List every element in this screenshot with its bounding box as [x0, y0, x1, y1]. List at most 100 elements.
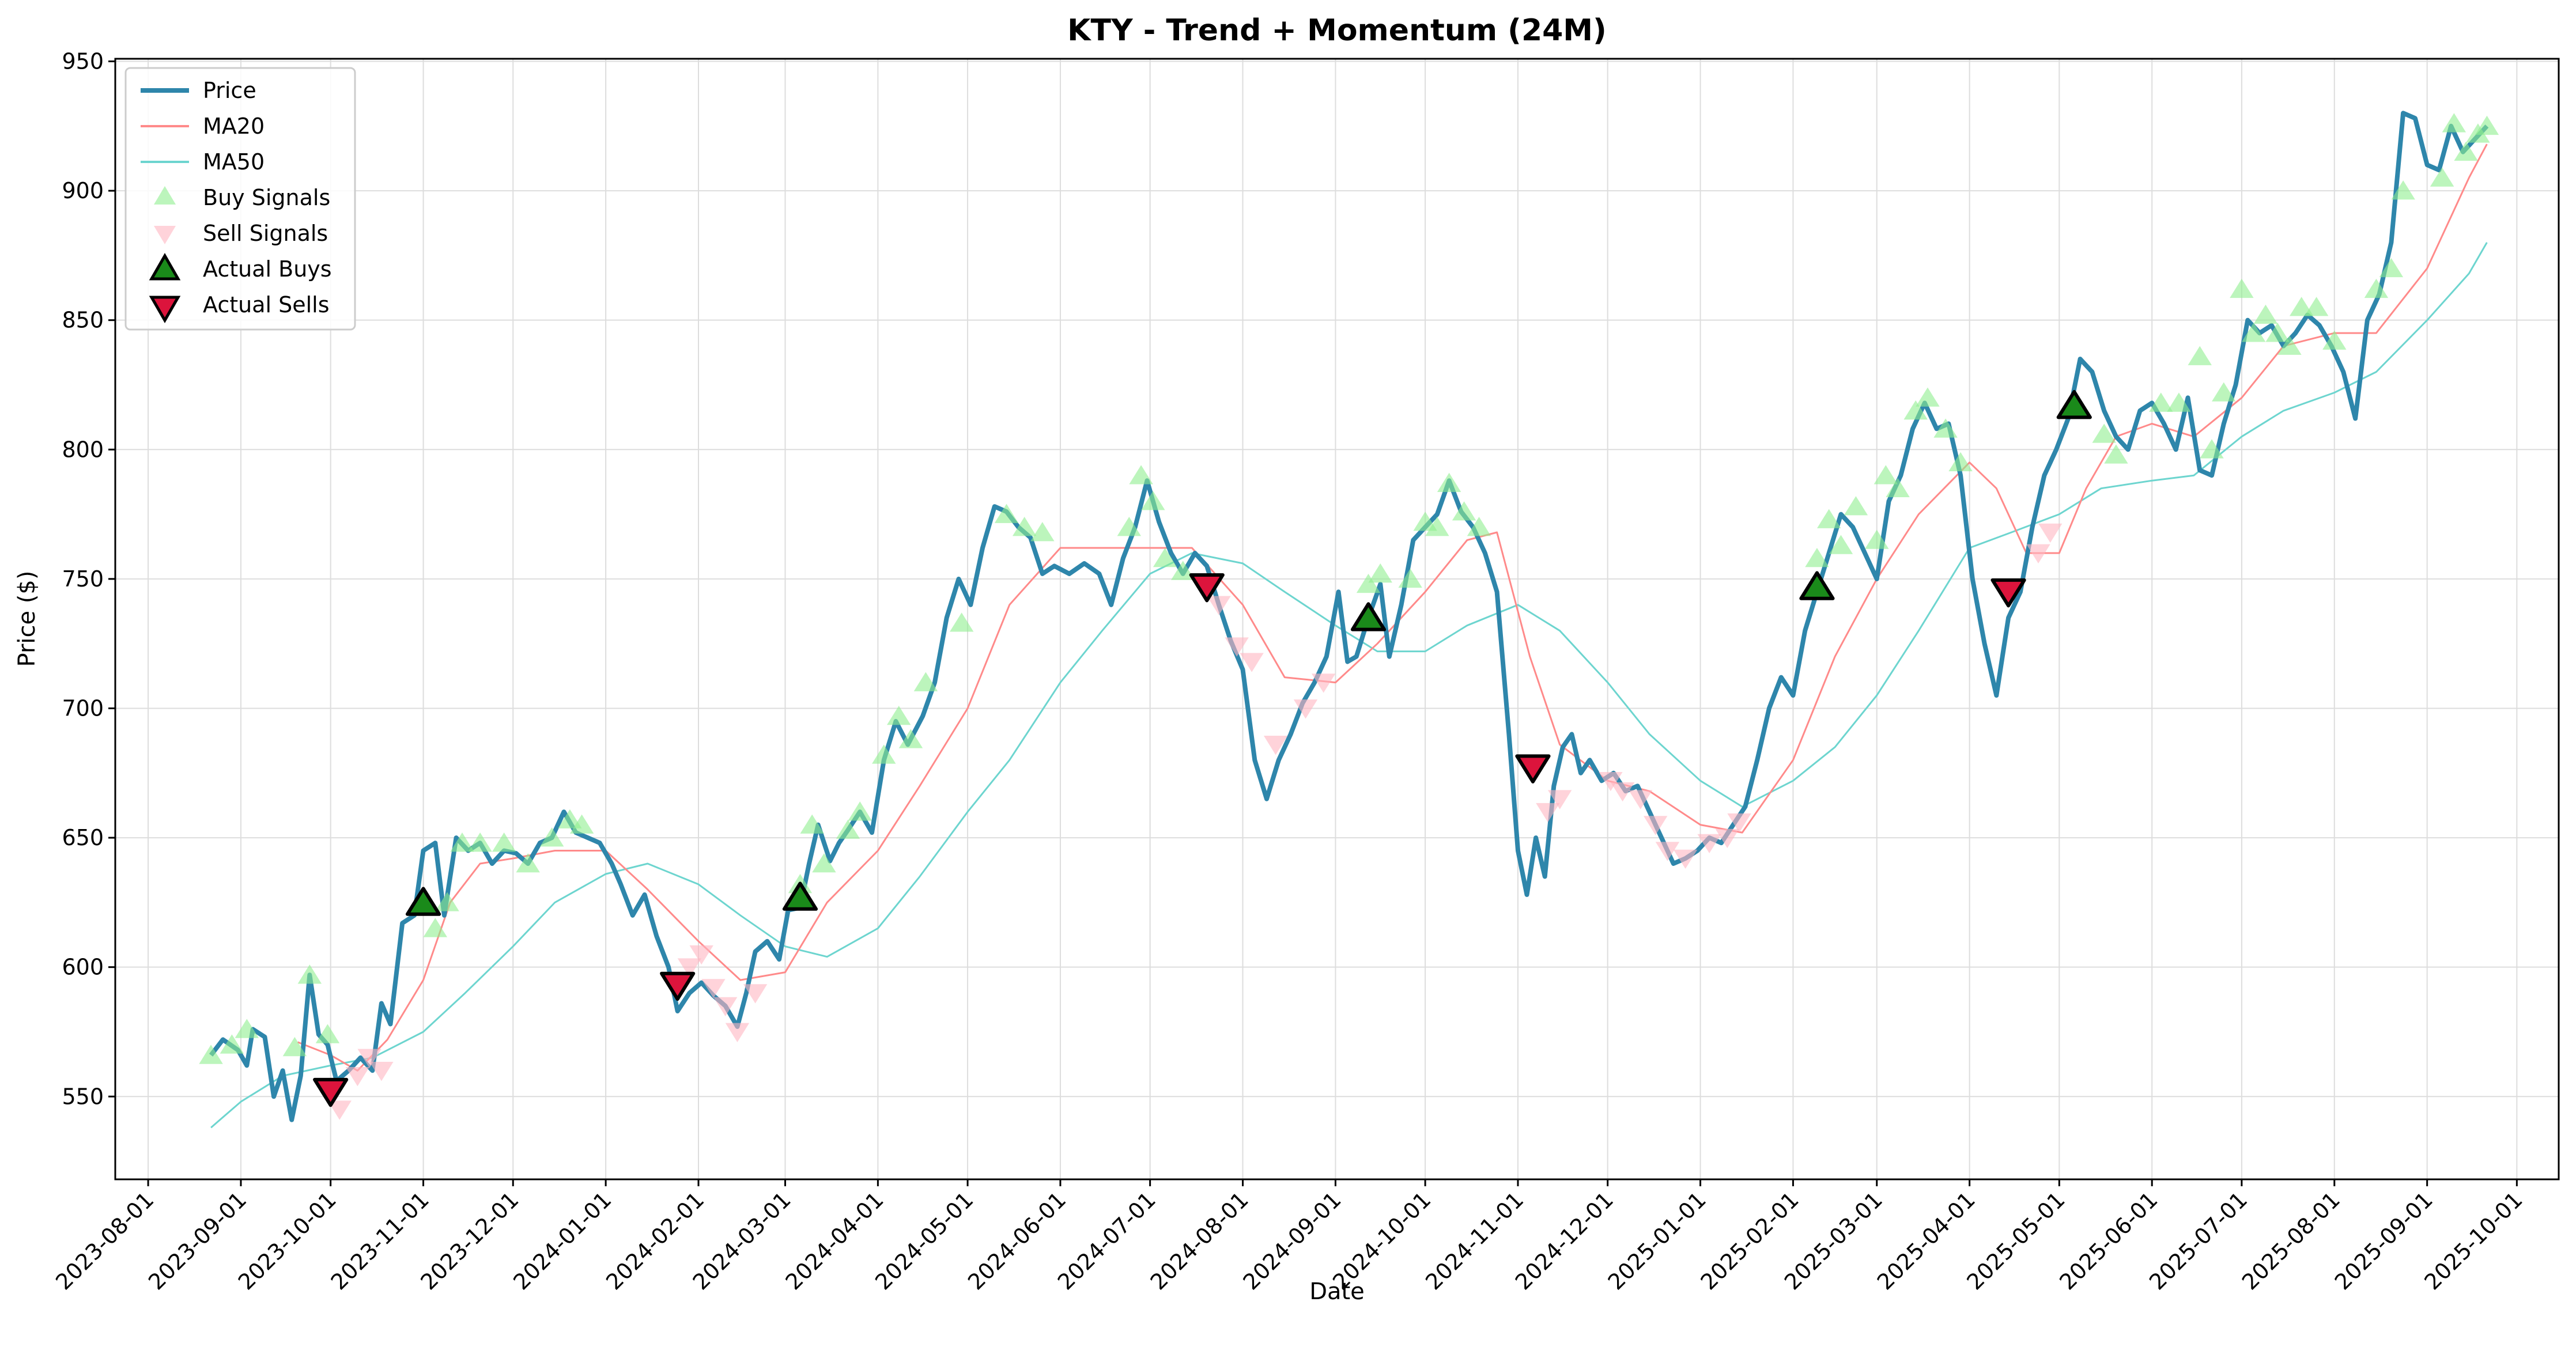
buy-signal-marker: [1117, 517, 1142, 536]
buy-signal-marker: [2200, 439, 2224, 459]
series-line-ma50: [210, 242, 2488, 1129]
legend-swatch-buy-signals: [154, 186, 176, 205]
legend-swatch-actual-buys: [149, 252, 181, 281]
sell-signal-marker: [1655, 842, 1680, 861]
buy-signal-marker: [2277, 335, 2302, 355]
y-tick-label: 850: [62, 308, 104, 333]
buy-signal-marker: [423, 918, 447, 937]
sell-signal-marker: [1599, 771, 1623, 792]
buy-signal-marker: [1425, 517, 1449, 536]
buy-signal-marker: [516, 853, 540, 873]
buy-signal-marker: [2167, 392, 2191, 412]
actual-buy-marker: [405, 887, 441, 916]
buy-signal-marker: [450, 833, 474, 852]
sell-signal-marker: [1673, 849, 1698, 869]
buy-signal-marker: [492, 833, 516, 852]
y-tick-label: 600: [62, 955, 104, 980]
buy-signal-marker: [2442, 113, 2467, 133]
buy-signal-marker: [872, 744, 896, 764]
buy-signal-marker: [2364, 278, 2389, 298]
buy-signal-marker: [2212, 382, 2236, 402]
y-tick-label: 950: [62, 48, 104, 74]
buy-signal-marker: [1368, 563, 1392, 583]
buy-signal-marker: [282, 1036, 307, 1057]
buy-signal-marker: [2454, 141, 2478, 161]
buy-signal-marker: [199, 1045, 223, 1064]
legend-label-actual-buys: Actual Buys: [203, 256, 332, 282]
legend-label-ma20: MA20: [203, 113, 265, 139]
actual-buy-marker: [1799, 571, 1835, 600]
buy-signal-marker: [1874, 465, 1898, 485]
buy-signal-marker: [1153, 547, 1177, 567]
legend-label-buy-signals: Buy Signals: [203, 185, 330, 210]
sell-signal-marker: [357, 1049, 382, 1068]
buy-signal-marker: [435, 892, 459, 911]
buy-signal-marker: [539, 827, 564, 847]
legend-swatch-actual-sells: [149, 296, 181, 324]
y-tick-label: 650: [62, 825, 104, 850]
buy-signal-marker: [2379, 258, 2404, 278]
legend-label-ma50: MA50: [203, 149, 265, 175]
actual-sell-marker: [660, 971, 696, 1001]
actual-buy-marker: [782, 881, 818, 911]
y-tick-label: 550: [62, 1084, 104, 1109]
actual-buy-marker: [2056, 389, 2092, 419]
buy-signal-marker: [1413, 512, 1437, 531]
buy-signal-marker: [2475, 115, 2499, 135]
buy-signal-marker: [1916, 387, 1940, 407]
buy-signal-marker: [1437, 472, 1461, 492]
sell-signal-marker: [1225, 637, 1249, 657]
series-line-price: [209, 111, 2489, 1122]
legend: Price MA20 MA50 Buy Signals Sell Signals…: [124, 67, 356, 331]
buy-signal-marker: [2149, 392, 2173, 412]
buy-signal-marker: [1012, 517, 1037, 536]
buy-signal-marker: [1398, 568, 1422, 588]
buy-signal-marker: [2104, 444, 2128, 464]
buy-signal-marker: [2322, 330, 2347, 350]
buy-signal-marker: [994, 504, 1019, 523]
sell-signal-marker: [2038, 523, 2063, 543]
sell-signal-marker: [1727, 813, 1751, 833]
buy-signal-marker: [1030, 522, 1055, 542]
buy-signal-marker: [2253, 304, 2278, 324]
sell-signal-marker: [1263, 736, 1288, 755]
y-tick-label: 700: [62, 695, 104, 721]
buy-signal-marker: [2092, 423, 2116, 443]
legend-swatch-sell-signals: [154, 226, 176, 244]
sell-signal-marker: [725, 1023, 750, 1042]
actual-sell-marker: [313, 1077, 349, 1107]
buy-signal-marker: [1805, 547, 1829, 567]
sell-signal-marker: [369, 1062, 394, 1081]
plot-frame: [114, 58, 2560, 1180]
sell-signal-marker: [2026, 544, 2050, 563]
sell-signal-marker: [1629, 790, 1653, 809]
buy-signal-marker: [887, 705, 911, 725]
buy-signal-marker: [558, 809, 582, 828]
buy-signal-marker: [468, 833, 492, 852]
buy-signal-marker: [1865, 529, 1889, 549]
legend-label-actual-sells: Actual Sells: [203, 292, 330, 317]
sell-signal-marker: [677, 958, 702, 978]
y-tick-label: 900: [62, 178, 104, 203]
y-axis-title: Price ($): [14, 571, 40, 667]
sell-signal-marker: [689, 945, 713, 965]
actual-buy-marker: [1350, 602, 1387, 631]
sell-signal-marker: [701, 979, 726, 998]
buy-signal-marker: [1903, 400, 1928, 420]
buy-signal-marker: [1817, 509, 1841, 528]
buy-signal-marker: [848, 801, 872, 821]
chart-title: KTY - Trend + Momentum (24M): [1067, 13, 1607, 48]
sell-signal-marker: [345, 1067, 370, 1087]
buy-signal-marker: [1129, 465, 1153, 485]
buy-signal-marker: [315, 1024, 340, 1043]
buy-signal-marker: [2265, 323, 2290, 342]
buy-signal-marker: [1467, 517, 1491, 536]
legend-label-price: Price: [203, 78, 256, 103]
x-axis-title: Date: [1309, 1278, 1365, 1305]
buy-signal-marker: [2289, 297, 2314, 316]
buy-signal-marker: [220, 1034, 244, 1054]
buy-signal-marker: [2241, 323, 2266, 342]
buy-signal-marker: [1171, 561, 1195, 580]
buy-signal-marker: [297, 964, 322, 984]
marker-layer: [199, 113, 2499, 1120]
